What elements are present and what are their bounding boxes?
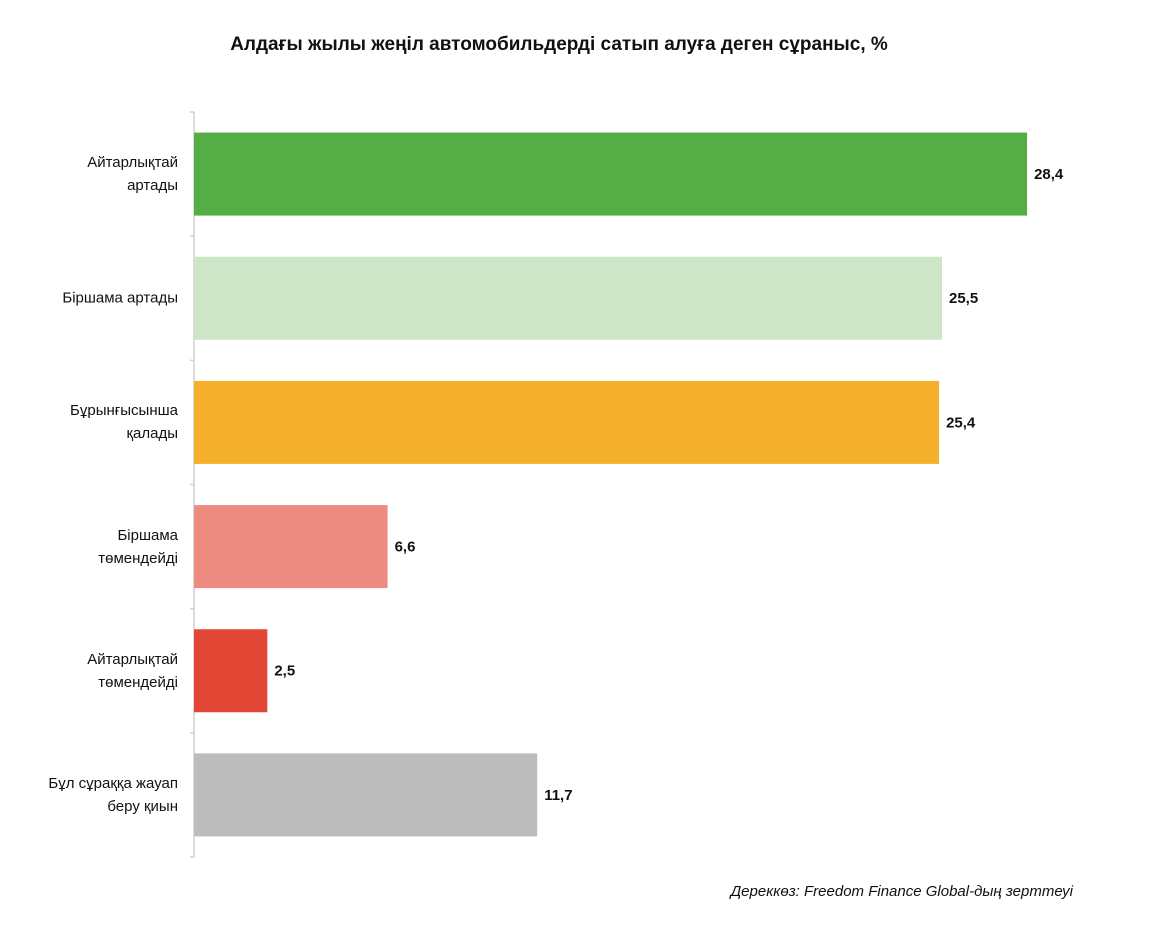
value-label: 6,6 <box>395 539 416 556</box>
value-label: 25,5 <box>949 290 978 307</box>
bar <box>194 753 538 837</box>
bar <box>194 505 388 589</box>
source-note: Дереккөз: Freedom Finance Global-дың зер… <box>730 883 1073 900</box>
bar <box>194 380 940 464</box>
category-label: Бұрынғысынша қалады <box>70 402 178 443</box>
value-label: 25,4 <box>946 414 976 431</box>
value-label: 11,7 <box>544 787 572 804</box>
value-label: 2,5 <box>274 663 295 680</box>
category-label: Айтарлықтай артады <box>87 154 178 195</box>
chart-title: Алдағы жылы жеңіл автомобильдерді сатып … <box>230 34 888 55</box>
bar <box>194 132 1028 216</box>
bar <box>194 629 268 713</box>
bar <box>194 256 942 340</box>
category-label: Бұл сұраққа жауап беру қиын <box>48 774 178 815</box>
category-label: Айтарлықтай төмендейді <box>87 650 178 691</box>
category-label: Біршама артады <box>62 289 178 307</box>
value-label: 28,4 <box>1034 166 1064 183</box>
category-label: Біршама төмендейді <box>98 526 178 567</box>
